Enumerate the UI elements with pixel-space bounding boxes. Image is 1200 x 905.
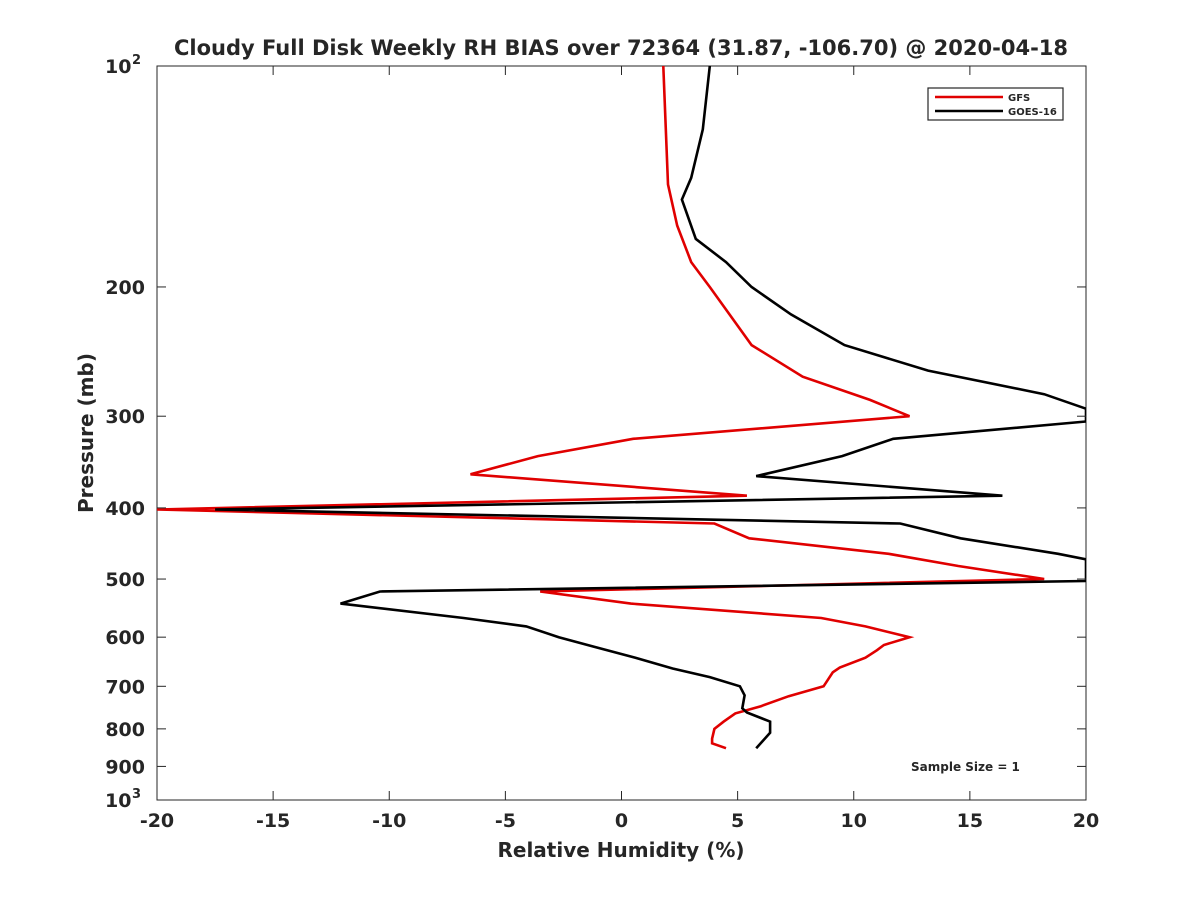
x-tick-label: -15 — [256, 810, 290, 832]
sample-size-annotation: Sample Size = 1 — [911, 760, 1020, 774]
y-tick-label: 700 — [105, 676, 145, 698]
chart-title: Cloudy Full Disk Weekly RH BIAS over 723… — [174, 36, 1068, 60]
x-tick-label: 15 — [957, 810, 983, 832]
legend: GFS GOES-16 — [927, 87, 1064, 121]
y-tick-label: 300 — [105, 406, 145, 428]
x-tick-label: 20 — [1073, 810, 1099, 832]
x-tick-label: 0 — [615, 810, 628, 832]
x-axis-label: Relative Humidity (%) — [497, 838, 744, 862]
series-line-goes16 — [215, 66, 1086, 750]
legend-gfs-label: GFS — [1008, 93, 1030, 104]
y-axis-label: Pressure (mb) — [74, 353, 98, 513]
legend-goes16-label: GOES-16 — [1008, 107, 1057, 118]
plot-area-frame — [156, 65, 1087, 801]
series-layer — [157, 66, 1086, 750]
y-tick-label: 200 — [105, 277, 145, 299]
x-tick-label: -10 — [372, 810, 406, 832]
y-tick-label-bottom-exponent: 3 — [132, 787, 141, 802]
y-tick-label: 900 — [105, 756, 145, 778]
x-tick-label: 5 — [731, 810, 744, 832]
x-tick-label: 10 — [841, 810, 867, 832]
x-axis: -20 -15 -10 -5 0 5 10 15 20 — [140, 66, 1099, 832]
y-tick-label-bottom: 10 — [105, 790, 131, 812]
y-tick-label: 500 — [105, 569, 145, 591]
y-tick-label: 600 — [105, 627, 145, 649]
y-tick-label: 800 — [105, 719, 145, 741]
x-tick-label: -5 — [495, 810, 516, 832]
x-tick-label: -20 — [140, 810, 174, 832]
y-tick-label-top: 10 — [105, 56, 131, 78]
legend-box — [927, 87, 1064, 121]
y-tick-label-top-exponent: 2 — [132, 53, 141, 68]
y-tick-label: 400 — [105, 498, 145, 520]
